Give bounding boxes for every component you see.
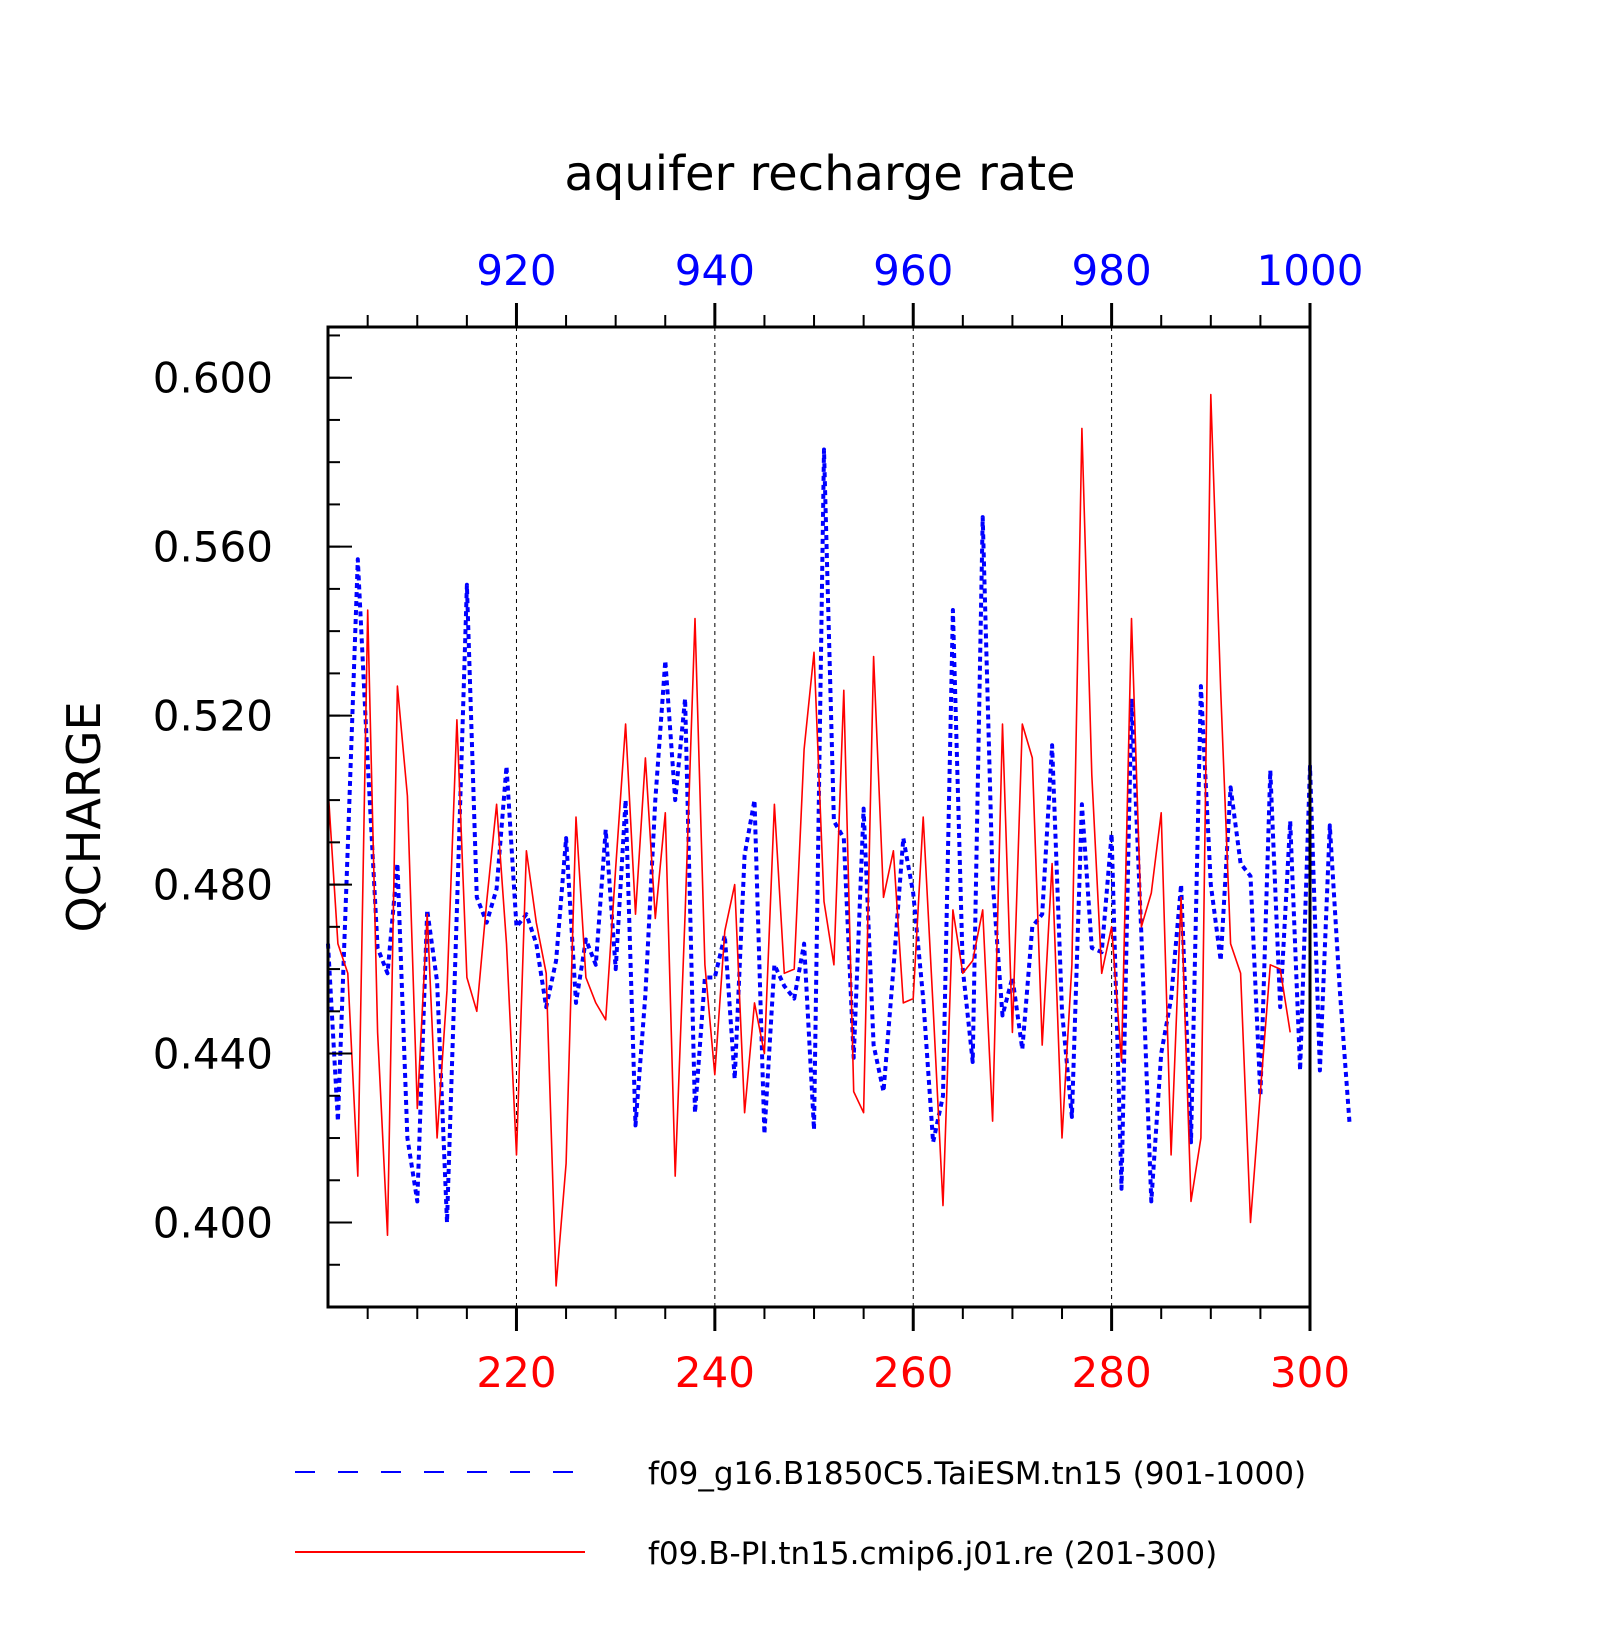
x-bottom-tick-label: 240 [675, 1348, 755, 1397]
x-bottom-tick-label: 260 [873, 1348, 953, 1397]
x-bottom-tick-label: 280 [1072, 1348, 1152, 1397]
legend-label: f09.B-PI.tn15.cmip6.j01.re (201-300) [648, 1536, 1217, 1572]
x-top-tick-label: 1000 [1257, 246, 1364, 295]
chart-title: aquifer recharge rate [564, 146, 1075, 202]
x-top-tick-label: 920 [476, 246, 556, 295]
y-tick-label: 0.520 [153, 692, 273, 741]
x-bottom-tick-label: 300 [1270, 1348, 1350, 1397]
y-tick-label: 0.480 [153, 861, 273, 910]
grid-layer [515, 327, 1113, 1307]
legend: f09_g16.B1850C5.TaiESM.tn15 (901-1000) f0… [295, 1456, 1306, 1572]
x-top-tick-label: 940 [675, 246, 755, 295]
series-layer [326, 393, 1352, 1287]
y-tick-label: 0.400 [153, 1199, 273, 1248]
series-line-red [327, 393, 1291, 1287]
legend-label: f09_g16.B1850C5.TaiESM.tn15 (901-1000) [648, 1456, 1306, 1492]
y-tick-label: 0.560 [153, 523, 273, 572]
x-top-tick-label: 980 [1072, 246, 1152, 295]
y-axis-label: QCHARGE [57, 701, 111, 932]
y-tick-label: 0.440 [153, 1030, 273, 1079]
x-top-tick-label: 960 [873, 246, 953, 295]
series-line-blue [326, 447, 1352, 1225]
plot-frame [326, 325, 1312, 1309]
x-bottom-tick-label: 220 [476, 1348, 556, 1397]
axis-layer: 0.400 0.440 0.480 0.520 0.560 0.600 220 240 260 2… [153, 246, 1364, 1397]
y-tick-label: 0.600 [153, 354, 273, 403]
